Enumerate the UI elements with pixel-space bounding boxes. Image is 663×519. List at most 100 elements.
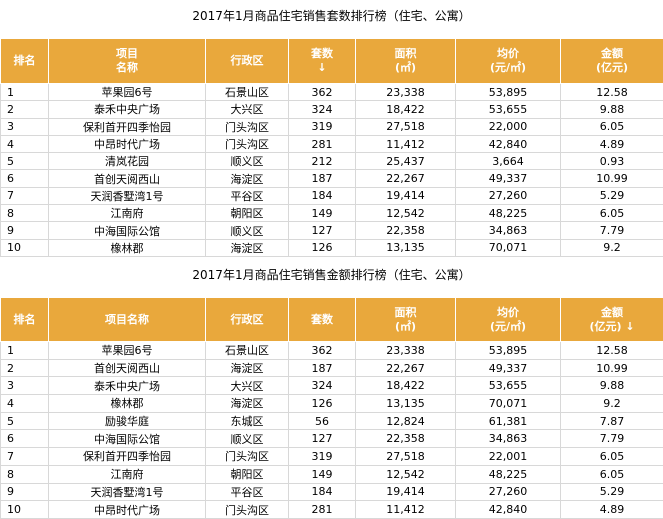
header-cell: 行政区: [205, 297, 289, 342]
header-text: (元/㎡): [489, 319, 527, 333]
cell: 53,655: [455, 100, 561, 119]
cell: 49,337: [455, 358, 561, 378]
header-text: 排名: [13, 312, 36, 326]
cell: 187: [288, 358, 356, 378]
cell: 朝阳区: [205, 464, 289, 484]
cell: 319: [288, 447, 356, 466]
header-text: (㎡): [394, 319, 417, 333]
table-title: 2017年1月商品住宅销售金额排行榜（住宅、公寓）: [192, 268, 471, 282]
cell: 7: [0, 186, 49, 206]
data-row: 4 中昂时代广场 门头沟区 281 11,412 42,840 4.89: [0, 134, 663, 154]
cell: 12.58: [560, 82, 663, 102]
header-text: 行政区: [230, 54, 264, 67]
header-cell: 项目名称: [48, 297, 206, 342]
cell: 朝阳区: [205, 204, 289, 223]
cell: 6.05: [560, 464, 663, 484]
header-text: (㎡): [394, 61, 417, 74]
cell: 42,840: [455, 500, 561, 519]
cell: 184: [288, 482, 356, 502]
header-cell: 排名: [0, 38, 49, 84]
cell: 5.29: [560, 482, 663, 502]
table-title: 2017年1月商品住宅销售套数排行榜（住宅、公寓）: [192, 9, 471, 23]
cell: 3,664: [455, 152, 561, 171]
header-row: 排名 项目名称 行政区 套数 面积 (㎡) 均价 (元/㎡) 金额 (亿元) ↓: [0, 297, 663, 342]
cell: 4: [0, 134, 49, 154]
cell: 362: [288, 341, 356, 360]
header-cell: 项目名称: [48, 38, 206, 84]
cell: 22,358: [355, 429, 456, 449]
header-cell: 排名: [0, 297, 49, 342]
header-cell: 均价 (元/㎡): [455, 38, 561, 84]
cell: 149: [288, 204, 356, 223]
cell: 12,542: [355, 204, 456, 223]
cell: 保利首开四季怡园: [48, 117, 206, 136]
cell: 石景山区: [205, 82, 289, 102]
cell: 53,655: [455, 376, 561, 396]
cell: 48,225: [455, 464, 561, 484]
cell: 22,267: [355, 169, 456, 188]
cell: 平谷区: [205, 186, 289, 206]
cell: 12,542: [355, 464, 456, 484]
cell: 中昂时代广场: [48, 134, 206, 154]
cell: 石景山区: [205, 341, 289, 360]
cell: 42,840: [455, 134, 561, 154]
data-row: 6 中海国际公馆 顺义区 127 22,358 34,863 7.79: [0, 429, 663, 449]
cell: 11,412: [355, 500, 456, 519]
cell: 5.29: [560, 186, 663, 206]
header-text: (亿元) ↓: [589, 319, 635, 333]
cell: 5: [0, 152, 49, 171]
data-table: 排名 项目 名称 行政区 套数 ↓ 面积 (㎡) 均价 (元/㎡) 金额 (亿元) 1 苹果园6号 石景山区…: [0, 38, 663, 257]
cell: 橡林郡: [48, 394, 206, 413]
cell: 7: [0, 447, 49, 466]
cell: 8: [0, 204, 49, 223]
data-row: 10 橡林郡 海淀区 126 13,135 70,071 9.2: [0, 238, 663, 257]
cell: 9.2: [560, 394, 663, 413]
header-text: 金额: [601, 305, 623, 319]
cell: 首创天阅西山: [48, 169, 206, 188]
cell: 天润香墅湾1号: [48, 186, 206, 206]
data-row: 3 泰禾中央广场 大兴区 324 18,422 53,655 9.88: [0, 376, 663, 396]
cell: 19,414: [355, 482, 456, 502]
data-row: 7 天润香墅湾1号 平谷区 184 19,414 27,260 5.29: [0, 186, 663, 206]
cell: 泰禾中央广场: [48, 100, 206, 119]
header-text: 金额: [601, 47, 623, 60]
cell: 顺义区: [205, 429, 289, 449]
header-cell: 金额 (亿元) ↓: [560, 297, 663, 342]
cell: 中海国际公馆: [48, 221, 206, 240]
cell: 橡林郡: [48, 238, 206, 257]
data-row: 10 中昂时代广场 门头沟区 281 11,412 42,840 4.89: [0, 500, 663, 519]
cell: 平谷区: [205, 482, 289, 502]
cell: 149: [288, 464, 356, 484]
data-row: 5 清岚花园 顺义区 212 25,437 3,664 0.93: [0, 152, 663, 171]
header-cell: 套数 ↓: [288, 38, 356, 84]
cell: 3: [0, 376, 49, 396]
cell: 海淀区: [205, 358, 289, 378]
cell: 53,895: [455, 341, 561, 360]
cell: 9.88: [560, 376, 663, 396]
cell: 324: [288, 100, 356, 119]
header-cell: 均价 (元/㎡): [455, 297, 561, 342]
cell: 海淀区: [205, 394, 289, 413]
cell: 362: [288, 82, 356, 102]
cell: 中昂时代广场: [48, 500, 206, 519]
cell: 顺义区: [205, 221, 289, 240]
header-text: 行政区: [230, 312, 264, 326]
cell: 清岚花园: [48, 152, 206, 171]
header-text: 套数: [311, 312, 333, 326]
cell: 281: [288, 134, 356, 154]
header-cell: 金额 (亿元): [560, 38, 663, 84]
cell: 22,267: [355, 358, 456, 378]
cell: 12,824: [355, 411, 456, 431]
header-text: 均价: [497, 47, 519, 60]
header-text: ↓: [317, 61, 327, 74]
cell: 4.89: [560, 500, 663, 519]
header-text: 套数: [311, 47, 333, 60]
cell: 127: [288, 429, 356, 449]
cell: 27,518: [355, 447, 456, 466]
header-text: (亿元): [595, 61, 629, 74]
cell: 海淀区: [205, 169, 289, 188]
cell: 11,412: [355, 134, 456, 154]
cell: 7.87: [560, 411, 663, 431]
cell: 187: [288, 169, 356, 188]
data-row: 8 江南府 朝阳区 149 12,542 48,225 6.05: [0, 464, 663, 484]
